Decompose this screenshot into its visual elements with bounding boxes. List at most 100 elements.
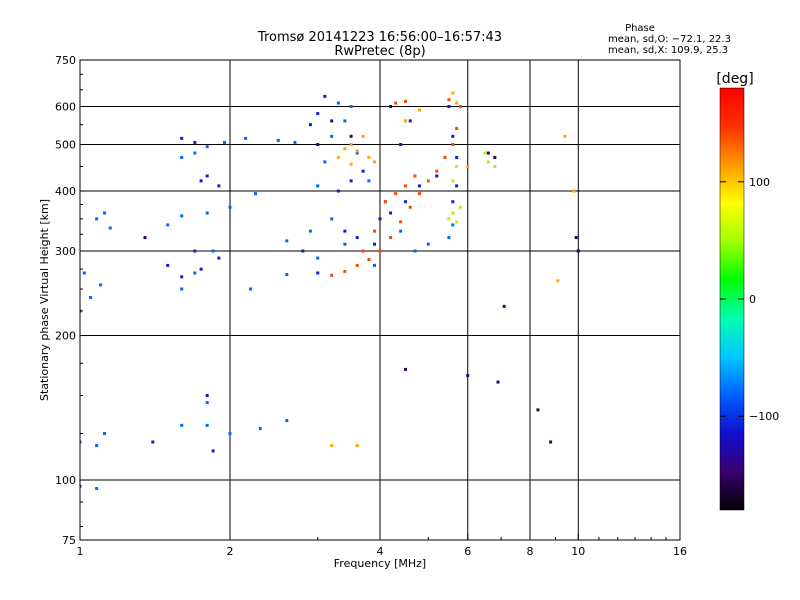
data-point [205,145,209,149]
data-point [95,444,99,448]
data-point [486,151,490,155]
data-point [355,236,359,240]
data-point [413,249,417,253]
data-point [308,229,312,233]
data-point [361,249,365,253]
data-point [316,143,320,147]
data-point [563,134,567,138]
data-point [403,119,407,123]
data-point [323,160,327,164]
data-point [103,432,107,436]
y-tick-label: 750 [55,54,76,67]
data-point [399,220,403,224]
data-point [217,256,221,260]
data-point [536,408,540,412]
data-point [455,155,459,159]
chart-title: Tromsø 20141223 16:56:00–16:57:43 [257,30,502,45]
data-point [336,155,340,159]
data-point [89,296,93,300]
data-points [80,91,580,491]
data-point [205,394,209,398]
data-point [180,423,184,427]
x-tick-label: 6 [464,545,471,558]
data-point [549,440,553,444]
y-axis-label: Stationary phase Virtual Height [km] [38,199,51,401]
x-tick-label: 1 [77,545,84,558]
data-point [205,211,209,215]
x-axis-label: Frequency [MHz] [334,557,426,570]
data-point [447,105,451,109]
data-point [502,304,506,308]
data-point [193,140,197,144]
data-point [355,151,359,155]
data-point [343,269,347,273]
data-point [455,184,459,188]
data-point [394,101,398,105]
data-point [108,226,112,230]
data-point [413,174,417,178]
data-point [205,174,209,178]
y-tick-label: 100 [55,474,76,487]
data-point [458,105,462,109]
y-tick-label: 300 [55,245,76,258]
data-point [99,283,103,287]
data-point [426,179,430,183]
data-point [426,242,430,246]
data-point [447,236,451,240]
y-axis-ticks: 75 100 200 300 400 500 600 750 [55,54,86,547]
data-point [451,223,455,227]
stats-line-o: mean, sd,O: −72.1, 22.3 [608,34,731,45]
x-tick-label: 4 [377,545,384,558]
y-tick-label: 75 [62,534,76,547]
data-point [301,249,305,253]
data-point [572,189,576,193]
colorbar: [deg] 100 0 −100 [716,71,779,511]
data-point [451,91,455,95]
data-point [217,184,221,188]
phase-stats: Phase mean, sd,O: −72.1, 22.3 mean, sd,X… [608,23,731,56]
data-point [576,249,580,253]
data-point [244,136,248,140]
data-point [403,367,407,371]
data-point [486,160,490,164]
y-tick-label: 600 [55,101,76,114]
data-point [451,179,455,183]
data-point [435,169,439,173]
data-point [455,126,459,130]
data-point [556,279,560,283]
y-tick-label: 400 [55,185,76,198]
data-point [80,440,82,444]
data-point [451,143,455,147]
data-point [355,444,359,448]
data-point [451,200,455,204]
data-point [451,211,455,215]
data-point [316,184,320,188]
data-point [180,287,184,291]
data-point [483,151,487,155]
data-point [443,155,447,159]
data-point [574,236,578,240]
data-point [95,217,99,221]
x-tick-label: 16 [673,545,687,558]
data-point [349,162,353,166]
data-point [180,275,184,279]
x-tick-label: 8 [527,545,534,558]
data-point [378,249,382,253]
data-point [228,205,232,209]
data-point [403,200,407,204]
data-point [330,444,334,448]
data-point [82,271,86,275]
data-point [361,169,365,173]
data-point [180,136,184,140]
data-point [373,263,377,267]
data-point [193,271,197,275]
data-point [330,273,334,277]
data-point [343,147,347,151]
data-point [276,138,280,142]
data-point [166,263,170,267]
data-point [316,256,320,260]
data-point [417,192,421,196]
data-point [316,271,320,275]
stats-line-x: mean, sd,X: 109.9, 25.3 [608,45,728,56]
data-point [367,258,371,262]
